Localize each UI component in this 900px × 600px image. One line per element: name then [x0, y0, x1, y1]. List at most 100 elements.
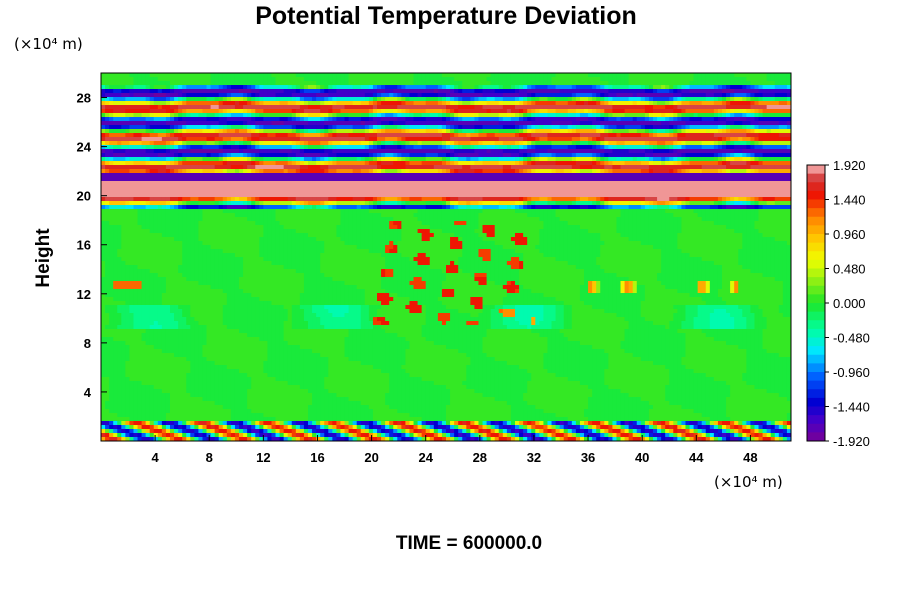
heatmap-cell — [174, 177, 179, 182]
heatmap-cell — [531, 173, 536, 178]
heatmap-cell — [117, 117, 122, 122]
heatmap-cell — [637, 169, 642, 174]
heatmap-cell — [288, 121, 293, 126]
heatmap-cell — [154, 125, 159, 130]
heatmap-cell — [349, 181, 354, 186]
heatmap-cell — [474, 93, 479, 98]
heatmap-cell — [515, 149, 520, 154]
heatmap-cell — [393, 125, 398, 130]
heatmap-cell — [186, 93, 191, 98]
heatmap-cell — [101, 101, 106, 106]
heatmap-cell — [600, 129, 605, 134]
heatmap-cell — [194, 185, 199, 190]
heatmap-cell — [665, 81, 670, 86]
heatmap-cell — [539, 145, 544, 150]
heatmap-cell — [681, 161, 686, 166]
heatmap-cell — [154, 177, 159, 182]
heatmap-cell — [304, 89, 309, 94]
heatmap-cell — [495, 141, 500, 146]
heatmap-cell — [434, 121, 439, 126]
heatmap-cell — [527, 89, 532, 94]
heatmap-cell — [584, 145, 589, 150]
heatmap-cell — [446, 89, 451, 94]
heatmap-cell — [296, 173, 301, 178]
heatmap-cell — [231, 125, 236, 130]
heatmap-cell — [365, 157, 370, 162]
heatmap-cell — [487, 77, 492, 82]
heatmap-cell — [231, 153, 236, 158]
heatmap-cell — [539, 109, 544, 114]
heatmap-cell — [243, 129, 248, 134]
heatmap-cell — [146, 165, 151, 170]
heatmap-cell — [487, 177, 492, 182]
heatmap-cell — [458, 117, 463, 122]
heatmap-cell — [600, 89, 605, 94]
heatmap-cell — [438, 129, 443, 134]
heatmap-cell — [718, 149, 723, 154]
heatmap-cell — [267, 189, 272, 194]
heatmap-cell — [645, 101, 650, 106]
heatmap-cell — [783, 73, 788, 78]
heatmap-cell — [669, 81, 674, 86]
heatmap-cell — [296, 141, 301, 146]
heatmap-cell — [742, 125, 747, 130]
heatmap-cell — [718, 81, 723, 86]
heatmap-cell — [223, 137, 228, 142]
heatmap-cell — [332, 129, 337, 134]
heatmap-cell — [629, 149, 634, 154]
heatmap-cell — [507, 113, 512, 118]
heatmap-cell — [336, 109, 341, 114]
heatmap-cell — [320, 81, 325, 86]
heatmap-cell — [759, 117, 764, 122]
heatmap-cell — [215, 117, 220, 122]
heatmap-cell — [170, 185, 175, 190]
heatmap-cell — [527, 181, 532, 186]
heatmap-cell — [243, 81, 248, 86]
heatmap-cell — [576, 113, 581, 118]
heatmap-cell — [418, 109, 423, 114]
heatmap-cell — [592, 129, 597, 134]
heatmap-cell — [734, 77, 739, 82]
heatmap-cell — [734, 125, 739, 130]
heatmap-cells — [101, 73, 792, 442]
heatmap-cell — [442, 137, 447, 142]
heatmap-cell — [726, 145, 731, 150]
heatmap-cell — [564, 77, 569, 82]
heatmap-cell — [198, 81, 203, 86]
heatmap-cell — [726, 89, 731, 94]
heatmap-cell — [487, 149, 492, 154]
heatmap-cell — [251, 161, 256, 166]
heatmap-cell — [381, 133, 386, 138]
heatmap-cell — [450, 101, 455, 106]
heatmap-cell — [657, 173, 662, 178]
heatmap-cell — [734, 105, 739, 110]
heatmap-cell — [426, 173, 431, 178]
heatmap-cell — [211, 93, 216, 98]
heatmap-cell — [483, 177, 488, 182]
heatmap-cell — [385, 105, 390, 110]
heatmap-cell — [629, 89, 634, 94]
heatmap-cell — [239, 133, 244, 138]
heatmap-cell — [503, 105, 508, 110]
heatmap-cell — [255, 157, 260, 162]
heatmap-cell — [759, 125, 764, 130]
heatmap-cell — [442, 85, 447, 90]
heatmap-cell — [154, 185, 159, 190]
heatmap-cell — [576, 181, 581, 186]
heatmap-cell — [142, 181, 147, 186]
heatmap-cell — [304, 129, 309, 134]
heatmap-cell — [361, 173, 366, 178]
heatmap-cell — [462, 153, 467, 158]
heatmap-cell — [730, 73, 735, 78]
heatmap-cell — [361, 93, 366, 98]
heatmap-cell — [223, 149, 228, 154]
heatmap-cell — [673, 73, 678, 78]
heatmap-cell — [292, 173, 297, 178]
heatmap-cell — [746, 149, 751, 154]
heatmap-cell — [633, 173, 638, 178]
heatmap-cell — [125, 181, 130, 186]
heatmap-cell — [215, 153, 220, 158]
heatmap-cell — [146, 181, 151, 186]
heatmap-cell — [446, 117, 451, 122]
heatmap-cell — [470, 161, 475, 166]
